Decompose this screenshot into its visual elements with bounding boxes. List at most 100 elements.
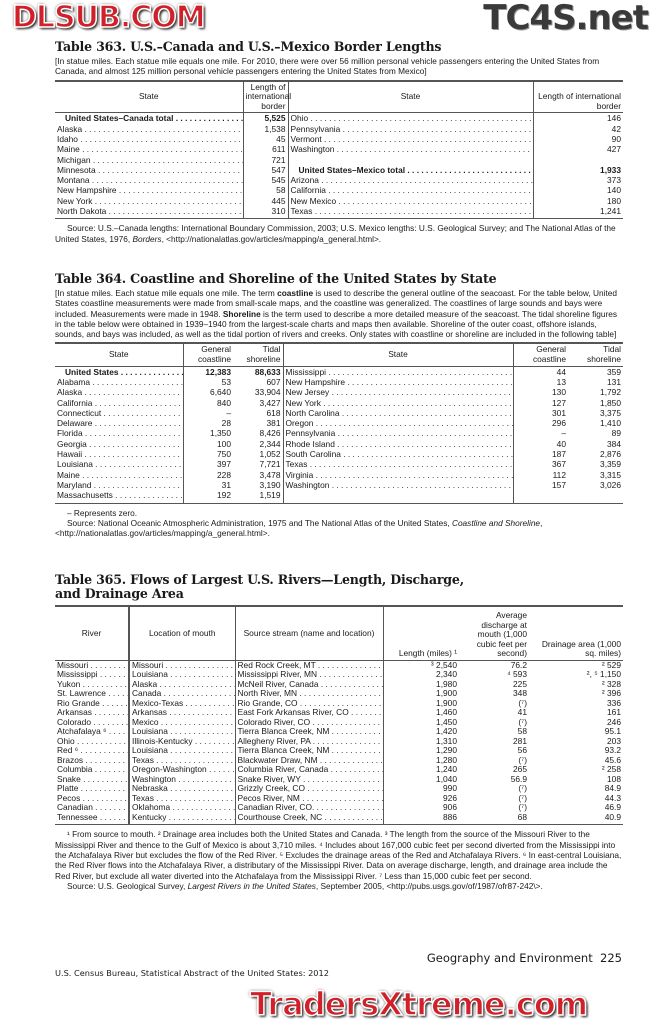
watermark-logo: DLSUB.COM — [11, 0, 206, 36]
length-cell: 1,900 — [382, 698, 459, 709]
table-row: North Dakota310Texas1,241 — [55, 206, 623, 219]
river-cell: Brazos — [55, 756, 129, 766]
col-header: State — [55, 342, 183, 367]
mouth-cell: Alaska — [128, 679, 235, 690]
discharge-cell: ⁴ 593 — [507, 670, 527, 680]
col-header: Average discharge at mouth (1,000 cubic … — [459, 604, 529, 661]
value-cell: 7,721 — [259, 459, 281, 470]
col-header: State — [282, 342, 513, 367]
value-cell: 5,525 — [242, 112, 288, 124]
value-cell: 1,052 — [259, 449, 281, 460]
publication-credit: U.S. Census Bureau, Statistical Abstract… — [55, 968, 329, 978]
table-365-notes: ¹ From source to mouth. ² Drainage area … — [55, 829, 622, 891]
value-cell: 427 — [532, 144, 623, 155]
state-cell: Vermont — [287, 133, 533, 145]
value-cell: 33,904 — [254, 387, 281, 398]
length-cell: 1,310 — [382, 736, 459, 747]
drainage-cell: 45.6 — [604, 755, 621, 765]
value-cell: 31 — [182, 479, 233, 491]
value-cell: 1,241 — [532, 206, 623, 219]
value-cell: 3,359 — [600, 459, 621, 470]
value-cell: 53 — [182, 376, 233, 388]
drainage-cell: 84.9 — [604, 784, 621, 794]
source-cell: Canadian River, CO. — [234, 803, 383, 813]
value-cell: 1,850 — [600, 397, 621, 408]
table-364-intro: [In statue miles. Each statue mile equal… — [55, 288, 618, 340]
state-cell: New Hampshire — [282, 376, 513, 388]
state-cell — [282, 490, 513, 504]
value-cell: 1,792 — [600, 387, 621, 398]
table-row: BrazosTexasBlackwater Draw, NM1,280 (⁷) 45… — [55, 755, 623, 766]
length-cell: 1,450 — [382, 717, 459, 728]
mouth-cell: Louisiana — [128, 727, 235, 737]
value-cell — [568, 490, 623, 503]
river-cell: Platte — [55, 784, 129, 794]
table-row: Louisiana397 7,721Texas367 3,359 — [55, 459, 623, 470]
state-cell: Delaware — [55, 418, 183, 428]
col-header: Source stream (name and location) — [234, 604, 383, 661]
value-cell: 3,427 — [259, 397, 281, 408]
value-cell: 180 — [532, 195, 623, 207]
value-cell: – — [182, 407, 233, 419]
state-cell: New Jersey — [282, 387, 513, 398]
mouth-cell: Mexico-Texas — [128, 698, 235, 709]
drainage-cell: ² 328 — [601, 679, 621, 689]
discharge-cell: (⁷) — [518, 698, 527, 708]
table-row: CanadianOklahomaCanadian River, CO.906 (⁷… — [55, 803, 623, 813]
drainage-cell: 46.9 — [604, 803, 621, 813]
value-cell: 90 — [532, 133, 623, 145]
value-cell: 3,026 — [600, 479, 621, 490]
state-cell: Montana — [55, 175, 243, 185]
drainage-cell: 108 — [607, 774, 621, 784]
discharge-cell: (⁷) — [518, 755, 527, 765]
col-header: General coastline — [512, 342, 568, 367]
discharge-cell: 68 — [517, 812, 527, 822]
value-cell: 547 — [242, 164, 288, 176]
value-cell: 373 — [532, 175, 623, 186]
state-cell: Rhode Island — [282, 438, 513, 450]
discharge-cell: 58 — [517, 727, 527, 737]
value-cell: 40 — [512, 438, 568, 450]
col-header: Tidal shoreline — [233, 342, 283, 367]
source-cell: Columbia River, Canada — [234, 765, 383, 775]
col-header: General coastline — [182, 342, 233, 367]
drainage-cell: 95.1 — [604, 727, 621, 737]
source-cell: Blackwater Draw, NM — [234, 755, 383, 766]
value-cell: 146 — [532, 112, 623, 124]
table-363-source: Source: U.S.–Canada lengths: Internation… — [55, 223, 616, 244]
table-row: MississippiLouisianaMississippi River, M… — [55, 670, 623, 680]
table-row: Maryland31 3,190Washington157 3,026 — [55, 479, 623, 491]
table-364-title: Table 364. Coastline and Shoreline of th… — [55, 271, 497, 286]
watermark-logo: TradersXtreme.com — [249, 985, 589, 1023]
discharge-cell: 76.2 — [510, 660, 527, 670]
length-cell: 906 — [382, 803, 459, 813]
river-cell: Colorado — [55, 718, 129, 728]
value-cell: 367 — [512, 459, 568, 470]
length-cell: 886 — [382, 812, 459, 825]
mouth-cell: Louisiana — [128, 746, 235, 756]
length-cell: 1,900 — [382, 689, 459, 699]
drainage-cell: 93.2 — [604, 746, 621, 756]
value-cell: 13 — [512, 376, 568, 388]
table-364-notes: – Represents zero. Source: National Ocea… — [55, 507, 543, 539]
source-cell: Pecos River, NM — [234, 793, 383, 804]
river-cell: St. Lawrence — [55, 689, 129, 699]
mouth-cell: Louisiana — [128, 670, 235, 680]
discharge-cell: (⁷) — [518, 784, 527, 794]
river-cell: Mississippi — [55, 670, 129, 680]
river-cell: Rio Grande — [55, 699, 129, 709]
value-cell: 127 — [512, 397, 568, 408]
state-cell: California — [287, 185, 533, 196]
state-cell: Pennsylvania — [282, 428, 513, 439]
page-section-number: Geography and Environment 225 — [426, 951, 622, 965]
source-cell: Mississippi River, MN — [234, 670, 383, 680]
table-row: Atchafalaya ⁶LouisianaTierra Blanca Cree… — [55, 727, 623, 737]
drainage-cell: 246 — [607, 717, 621, 727]
table-364: State General coastline Tidal shoreline … — [55, 342, 623, 504]
state-cell: Texas — [282, 459, 513, 470]
mouth-cell: Nebraska — [128, 784, 235, 794]
length-cell: 1,040 — [382, 774, 459, 785]
